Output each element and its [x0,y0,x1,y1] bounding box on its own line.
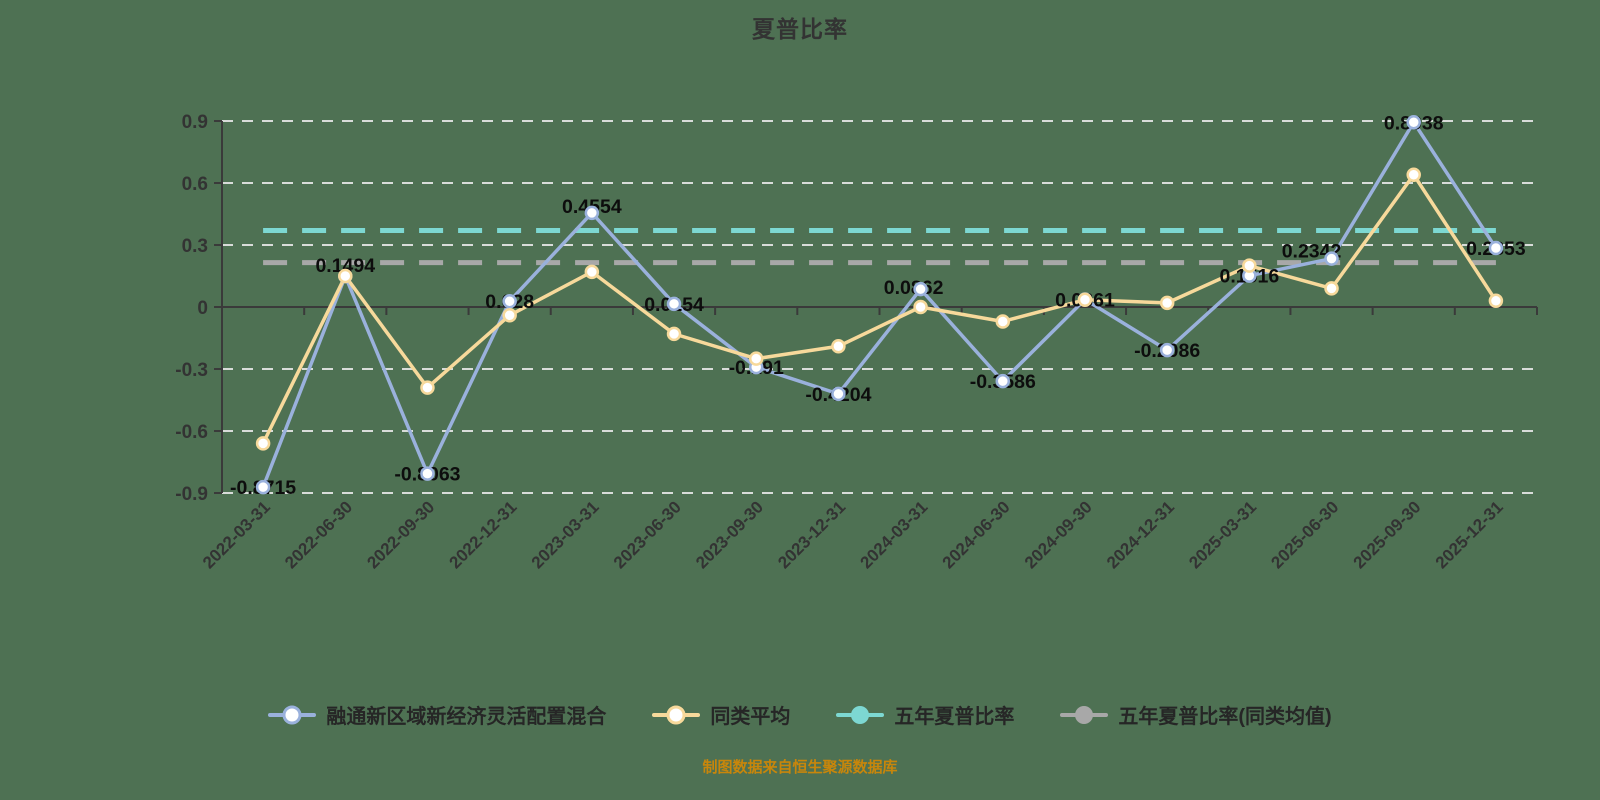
fund-point-marker [502,293,517,309]
fund-point-marker [1159,342,1175,358]
y-tick-label: -0.9 [175,484,208,505]
legend-item-fund[interactable]: 融通新区域新经济灵活配置混合 [268,700,606,729]
fund-point-marker [995,373,1011,389]
x-axis-date-label: 2023-12-31 [774,497,849,572]
legend-label-five-year-sharpe-peer: 五年夏普比率(同类均值) [1118,706,1332,728]
y-tick-label: 0.9 [182,112,208,133]
x-axis-date-label: 2022-12-31 [446,497,521,572]
fund-point-marker [584,205,600,221]
x-axis-date-label: 2022-09-30 [363,497,438,572]
y-tick-label: -0.3 [175,360,208,381]
x-axis-date-label: 2025-06-30 [1267,497,1342,572]
fund-point-marker [255,479,271,495]
five-year-peer-marker-icon [1060,705,1109,725]
legend-label-peer-average: 同类平均 [710,706,791,728]
fund-point-marker [420,466,435,481]
peer-point-marker [1077,292,1093,308]
y-tick-label: 0.6 [182,174,208,195]
y-tick-label: 0.3 [182,236,208,257]
peer-point-marker [666,326,682,342]
chart-title: 夏普比率 [752,16,848,42]
peer-point-marker [748,351,764,366]
legend-item-peer-average[interactable]: 同类平均 [652,700,790,729]
peer-point-marker [255,436,271,451]
five-year-marker-icon [836,705,885,725]
fund-point-marker [1488,240,1504,256]
x-axis-date-label: 2024-09-30 [1021,497,1096,572]
legend-label-five-year-sharpe: 五年夏普比率 [894,706,1015,728]
peer-point-marker [913,299,928,315]
peer-point-marker [831,339,846,354]
fund-point-marker [1324,251,1339,266]
x-axis-date-label: 2025-12-31 [1432,497,1507,572]
peer-point-marker [995,314,1011,329]
peer-point-marker [502,308,517,323]
x-axis-date-label: 2024-12-31 [1103,497,1178,572]
peer-point-marker [420,380,435,395]
fund-line-marker-icon [268,705,317,725]
x-axis-date-label: 2024-03-31 [856,497,931,572]
x-axis-date-label: 2023-09-30 [692,497,767,572]
fund-point-marker [666,296,682,312]
peer-line-marker-icon [652,705,701,725]
fund-point-marker [1406,115,1421,130]
x-axis-date-label: 2023-06-30 [610,497,685,572]
legend: 融通新区域新经济灵活配置混合 同类平均 五年夏普比率 五年夏普比率(同类均值) [0,700,1600,729]
peer-point-marker [1488,293,1504,309]
peer-point-marker [584,264,600,280]
x-axis-date-label: 2025-03-31 [1185,497,1260,572]
legend-label-fund: 融通新区域新经济灵活配置混合 [326,706,607,728]
x-axis-date-label: 2023-03-31 [528,497,603,572]
peer-point-marker [1159,295,1175,311]
fund-point-marker [913,281,928,297]
x-axis-date-label: 2025-09-30 [1350,497,1425,572]
fund-point-marker [831,386,846,402]
x-axis-date-label: 2024-06-30 [939,497,1014,572]
data-label: 0.1494 [315,255,375,277]
peer-point-marker [1406,167,1421,182]
y-tick-label: 0 [197,298,208,319]
y-tick-label: -0.6 [175,422,208,443]
x-axis-date-label: 2022-03-31 [199,497,274,572]
x-axis-date-label: 2022-06-30 [281,497,356,572]
peer-point-marker [338,268,353,284]
legend-item-five-year-sharpe-peer[interactable]: 五年夏普比率(同类均值) [1060,700,1332,729]
peer-point-marker [1324,281,1339,296]
data-source-note: 制图数据来自恒生聚源数据库 [702,759,898,776]
fund-line [261,120,1498,489]
peer-average-line [261,172,1498,446]
peer-point-marker [1242,258,1257,273]
legend-item-five-year-sharpe[interactable]: 五年夏普比率 [836,700,1014,729]
